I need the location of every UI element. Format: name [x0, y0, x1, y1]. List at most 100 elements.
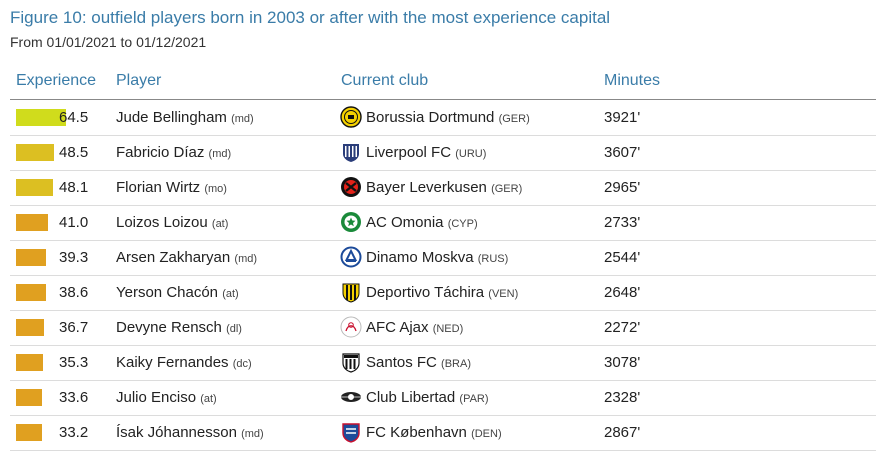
minutes-value: 2328' — [604, 389, 641, 406]
club-cell: Santos FC (BRA) — [366, 354, 471, 371]
column-header-club: Current club — [341, 72, 429, 89]
club-cell: Borussia Dortmund (GER) — [366, 109, 530, 126]
experience-bar — [16, 214, 48, 231]
experience-bar — [16, 249, 47, 266]
player-position: (md) — [234, 253, 258, 265]
club-country: (DEN) — [471, 428, 502, 440]
experience-value: 33.2 — [59, 424, 89, 441]
borussia-dortmund-crest-icon — [340, 106, 362, 128]
club-country: (PAR) — [459, 393, 489, 405]
player-name: Jude Bellingham — [116, 109, 227, 126]
minutes-value: 2867' — [604, 424, 641, 441]
minutes-value: 3607' — [604, 144, 641, 161]
liverpool-fc-uru-crest-icon — [340, 141, 362, 163]
player-cell: Julio Enciso (at) — [116, 389, 217, 406]
experience-bar — [16, 284, 46, 301]
experience-value: 48.5 — [59, 144, 89, 161]
player-position: (md) — [231, 113, 254, 125]
player-position: (md) — [208, 148, 232, 160]
minutes-value: 2272' — [604, 319, 641, 336]
fc-kobenhavn-crest-icon — [340, 421, 362, 443]
table-row: 48.5 Fabricio Díaz (md) Liverpool FC (URU)… — [10, 135, 876, 171]
experience-bar — [16, 389, 43, 406]
experience-bar — [16, 144, 54, 161]
player-cell: Arsen Zakharyan (md) — [116, 249, 257, 266]
table-row: 64.5 Jude Bellingham (md) Borussia Dortmun… — [10, 100, 876, 136]
club-country: (GER) — [498, 113, 530, 125]
minutes-value: 2544' — [604, 249, 641, 266]
club-name: Club Libertad — [366, 389, 456, 406]
experience-value: 64.5 — [59, 109, 89, 126]
player-name: Arsen Zakharyan — [116, 249, 231, 266]
minutes-value: 3078' — [604, 354, 641, 371]
club-cell: AFC Ajax (NED) — [366, 319, 463, 336]
player-position: (at) — [200, 393, 217, 405]
player-cell: Devyne Rensch (dl) — [116, 319, 242, 336]
afc-ajax-crest-icon — [340, 316, 362, 338]
player-cell: Fabricio Díaz (md) — [116, 144, 231, 161]
club-name: AC Omonia — [366, 214, 444, 231]
deportivo-tachira-crest-icon — [340, 281, 362, 303]
minutes-value: 2965' — [604, 179, 641, 196]
figure-title: Figure 10: outfield players born in 2003… — [10, 8, 611, 27]
club-cell: Bayer Leverkusen (GER) — [366, 179, 522, 196]
table-row: 33.2 Ísak Jóhannesson (md) FC København (D… — [10, 415, 876, 451]
club-name: FC København — [366, 424, 467, 441]
club-country: (URU) — [455, 148, 487, 160]
minutes-value: 2648' — [604, 284, 641, 301]
table-row: 41.0 Loizos Loizou (at) AC Omonia (CYP) 273… — [10, 205, 876, 241]
table-row: 36.7 Devyne Rensch (dl) AFC Ajax (NED) 2272… — [10, 310, 876, 346]
experience-bar — [16, 179, 54, 196]
minutes-value: 3921' — [604, 109, 641, 126]
player-cell: Loizos Loizou (at) — [116, 214, 228, 231]
table-row: 38.6 Yerson Chacón (at) Deportivo Táchira … — [10, 275, 876, 311]
player-cell: Yerson Chacón (at) — [116, 284, 239, 301]
club-country: (GER) — [491, 183, 523, 195]
player-position: (at) — [222, 288, 239, 300]
club-cell: AC Omonia (CYP) — [366, 214, 478, 231]
santos-fc-crest-icon — [340, 351, 362, 373]
table-row: 35.3 Kaiky Fernandes (dc) Santos FC (BRA) 3… — [10, 345, 876, 381]
experience-value: 41.0 — [59, 214, 89, 231]
player-name: Kaiky Fernandes — [116, 354, 229, 371]
column-header-player: Player — [116, 72, 162, 89]
experience-value: 33.6 — [59, 389, 89, 406]
club-cell: Club Libertad (PAR) — [366, 389, 489, 406]
club-name: AFC Ajax — [366, 319, 429, 336]
experience-value: 48.1 — [59, 179, 89, 196]
player-name: Fabricio Díaz — [116, 144, 205, 161]
table-row: 39.3 Arsen Zakharyan (md) Dinamo Moskva (R… — [10, 240, 876, 276]
dinamo-moskva-crest-icon — [340, 246, 362, 268]
table-row: 33.6 Julio Enciso (at) Club Libertad (PAR)… — [10, 380, 876, 416]
minutes-value: 2733' — [604, 214, 641, 231]
experience-bar — [16, 319, 45, 336]
player-name: Julio Enciso — [116, 389, 197, 406]
player-name: Loizos Loizou — [116, 214, 208, 231]
ac-omonia-crest-icon — [340, 211, 362, 233]
player-name: Devyne Rensch — [116, 319, 222, 336]
club-country: (RUS) — [477, 253, 509, 265]
player-cell: Florian Wirtz (mo) — [116, 179, 227, 196]
club-name: Dinamo Moskva — [366, 249, 474, 266]
club-cell: FC København (DEN) — [366, 424, 502, 441]
player-cell: Jude Bellingham (md) — [116, 109, 254, 126]
table-row: 48.1 Florian Wirtz (mo) Bayer Leverkusen (… — [10, 170, 876, 206]
player-name: Florian Wirtz — [116, 179, 201, 196]
experience-value: 35.3 — [59, 354, 89, 371]
player-cell: Ísak Jóhannesson (md) — [116, 424, 264, 441]
experience-value: 36.7 — [59, 319, 89, 336]
player-position: (dc) — [232, 358, 252, 370]
header-divider — [10, 99, 876, 100]
club-libertad-crest-icon — [340, 386, 362, 408]
club-name: Borussia Dortmund — [366, 109, 495, 126]
player-position: (dl) — [226, 323, 242, 335]
club-cell: Liverpool FC (URU) — [366, 144, 486, 161]
club-name: Deportivo Táchira — [366, 284, 485, 301]
club-cell: Dinamo Moskva (RUS) — [366, 249, 508, 266]
club-country: (BRA) — [441, 358, 471, 370]
bayer-leverkusen-crest-icon — [340, 176, 362, 198]
experience-bar — [16, 424, 42, 441]
player-name: Yerson Chacón — [116, 284, 219, 301]
experience-bar — [16, 354, 44, 371]
